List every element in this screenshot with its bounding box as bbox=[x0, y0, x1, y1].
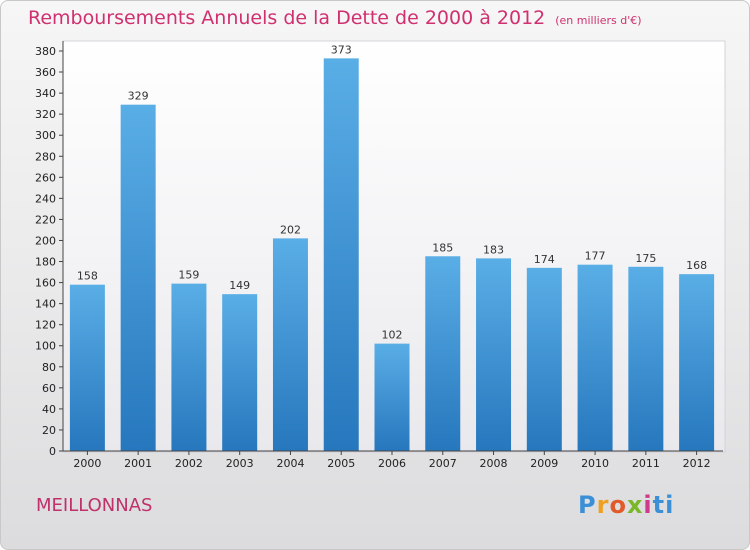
bar-value-label: 175 bbox=[635, 252, 656, 265]
chart-title: Remboursements Annuels de la Dette de 20… bbox=[28, 7, 642, 29]
bar bbox=[272, 238, 308, 451]
bar bbox=[577, 264, 613, 451]
title-subtitle: (en milliers d'€) bbox=[555, 14, 642, 27]
y-tick-label: 220 bbox=[35, 213, 56, 226]
bar bbox=[171, 283, 207, 451]
x-tick-label: 2004 bbox=[276, 457, 304, 470]
y-tick-label: 240 bbox=[35, 192, 56, 205]
bar-value-label: 102 bbox=[382, 329, 403, 342]
y-tick-label: 20 bbox=[42, 424, 56, 437]
y-tick-label: 120 bbox=[35, 319, 56, 332]
bar-value-label: 202 bbox=[280, 223, 301, 236]
y-tick-label: 140 bbox=[35, 298, 56, 311]
bar bbox=[323, 58, 359, 452]
bar-value-label: 158 bbox=[77, 270, 98, 283]
y-tick-label: 360 bbox=[35, 66, 56, 79]
y-tick-label: 180 bbox=[35, 256, 56, 269]
y-tick-label: 320 bbox=[35, 108, 56, 121]
bar-value-label: 159 bbox=[178, 269, 199, 282]
y-tick-label: 60 bbox=[42, 382, 56, 395]
bar bbox=[628, 266, 664, 451]
y-tick-label: 380 bbox=[35, 45, 56, 58]
bar-value-label: 185 bbox=[432, 241, 453, 254]
proxiti-logo: Proxiti bbox=[578, 491, 675, 519]
bar bbox=[476, 258, 512, 451]
y-tick-label: 200 bbox=[35, 234, 56, 247]
y-tick-label: 300 bbox=[35, 129, 56, 142]
bar bbox=[425, 256, 461, 451]
bar bbox=[526, 267, 562, 451]
commune-name: MEILLONNAS bbox=[36, 495, 153, 516]
x-tick-label: 2008 bbox=[480, 457, 508, 470]
bar bbox=[374, 343, 410, 451]
x-tick-label: 2010 bbox=[581, 457, 609, 470]
bar-value-label: 329 bbox=[128, 90, 149, 103]
x-tick-label: 2006 bbox=[378, 457, 406, 470]
y-tick-label: 160 bbox=[35, 277, 56, 290]
y-tick-label: 100 bbox=[35, 340, 56, 353]
y-tick-label: 80 bbox=[42, 361, 56, 374]
bar-value-label: 177 bbox=[585, 250, 606, 263]
bar bbox=[120, 104, 156, 452]
y-axis: 0 20 40 60 80 100 120 140 160 180 200 220 240 260 280 3… bbox=[35, 41, 64, 458]
y-tick-label: 280 bbox=[35, 150, 56, 163]
x-tick-label: 2011 bbox=[632, 457, 660, 470]
x-axis: 2000 2001 2002 2003 2004 2005 2006 2007 2008 2009… bbox=[63, 450, 723, 470]
x-tick-label: 2003 bbox=[226, 457, 254, 470]
bar bbox=[679, 274, 715, 451]
bar bbox=[222, 294, 258, 451]
bars-group: 158 329 159 149 202 373 102 185 183 174 177 175 168 bbox=[69, 43, 715, 452]
title-main: Remboursements Annuels de la Dette de 20… bbox=[28, 7, 546, 29]
y-tick-label: 0 bbox=[49, 445, 56, 458]
bar-value-label: 183 bbox=[483, 243, 504, 256]
y-tick-label: 340 bbox=[35, 87, 56, 100]
x-tick-label: 2009 bbox=[530, 457, 558, 470]
x-tick-label: 2000 bbox=[73, 457, 101, 470]
bar-value-label: 168 bbox=[686, 259, 707, 272]
y-tick-label: 260 bbox=[35, 171, 56, 184]
bar-value-label: 149 bbox=[229, 279, 250, 292]
bar bbox=[69, 284, 105, 451]
x-tick-label: 2005 bbox=[327, 457, 355, 470]
x-tick-label: 2002 bbox=[175, 457, 203, 470]
bar-value-label: 174 bbox=[534, 253, 555, 266]
x-tick-label: 2007 bbox=[429, 457, 457, 470]
bar-value-label: 373 bbox=[331, 43, 352, 56]
y-tick-label: 40 bbox=[42, 403, 56, 416]
x-tick-label: 2001 bbox=[124, 457, 152, 470]
x-tick-label: 2012 bbox=[683, 457, 711, 470]
